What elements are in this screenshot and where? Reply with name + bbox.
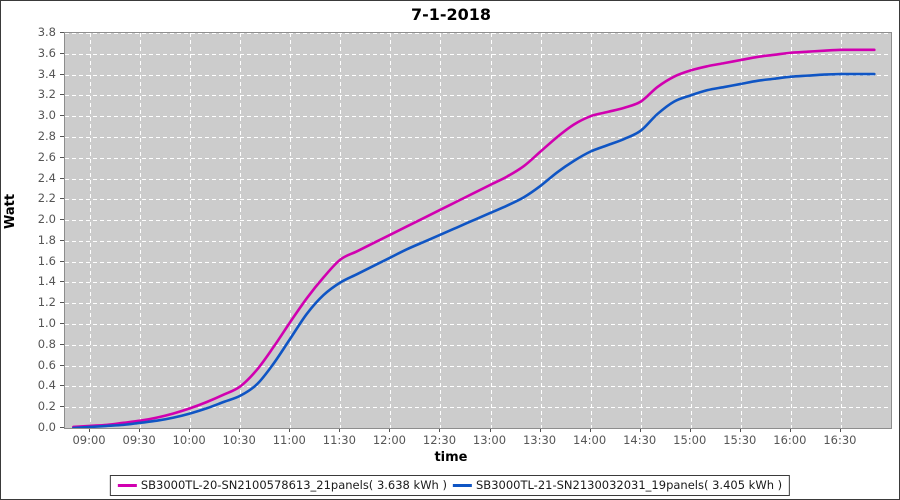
x-tick-label: 11:00	[272, 433, 306, 447]
x-tick-label: 15:00	[673, 433, 707, 447]
y-tick-label: 0.8	[37, 336, 56, 351]
y-tick-mark	[60, 302, 64, 304]
x-tick-mark	[89, 428, 91, 432]
y-tick-label: 1.2	[37, 295, 56, 310]
legend-item-series-1[interactable]: SB3000TL-21-SN2130032031_19panels( 3.405…	[453, 477, 783, 492]
y-tick-mark	[60, 260, 64, 262]
x-tick-label: 11:30	[322, 433, 356, 447]
y-tick-label: 0.0	[37, 420, 56, 434]
x-tick-mark	[789, 428, 791, 432]
legend-line-swatch-series-1	[453, 483, 472, 487]
y-tick-mark	[60, 281, 64, 283]
legend-label-series-0: SB3000TL-20-SN2100578613_21panels( 3.638…	[140, 477, 447, 492]
y-tick-mark	[60, 177, 64, 179]
series-line-0	[72, 48, 876, 428]
y-tick-label: 3.2	[37, 87, 56, 102]
y-tick-mark	[60, 115, 64, 117]
x-tick-mark	[389, 428, 391, 432]
y-tick-mark	[60, 343, 64, 345]
y-tick-label: 3.4	[37, 66, 56, 81]
x-axis-label: time	[434, 450, 468, 465]
x-tick-label: 14:00	[573, 433, 607, 447]
legend: SB3000TL-20-SN2100578613_21panels( 3.638…	[109, 475, 791, 496]
x-tick-mark	[639, 428, 641, 432]
x-tick-label: 14:30	[623, 433, 657, 447]
x-tick-mark	[589, 428, 591, 432]
y-tick-label: 1.0	[37, 316, 56, 331]
y-tick-label: 3.8	[37, 25, 56, 39]
x-tick-label: 16:00	[773, 433, 807, 447]
x-tick-label: 10:30	[222, 433, 256, 447]
y-tick-label: 2.8	[37, 128, 56, 143]
series-line-1	[72, 72, 876, 428]
plot-wrapper	[64, 32, 892, 429]
x-tick-label: 12:30	[422, 433, 457, 447]
x-tick-mark	[339, 428, 341, 432]
x-tick-mark	[189, 428, 191, 432]
y-tick-mark	[60, 73, 64, 75]
x-tick-label: 09:30	[122, 433, 156, 447]
x-tick-label: 16:30	[823, 433, 857, 447]
y-tick-mark	[60, 385, 64, 387]
y-tick-label: 1.6	[37, 253, 56, 268]
x-tick-label: 12:00	[372, 433, 406, 447]
y-tick-mark	[60, 94, 64, 96]
y-tick-mark	[60, 239, 64, 241]
x-tick-mark	[539, 428, 541, 432]
x-tick-label: 13:00	[472, 433, 507, 447]
series-canvas	[65, 33, 891, 428]
legend-label-series-1: SB3000TL-21-SN2130032031_19panels( 3.405…	[476, 477, 783, 492]
legend-line-swatch-series-0	[117, 483, 137, 487]
x-tick-mark	[689, 428, 691, 432]
y-tick-label: 2.0	[37, 212, 56, 227]
y-tick-mark	[60, 135, 64, 137]
y-tick-label: 1.4	[37, 274, 56, 289]
y-tick-label: 1.8	[37, 232, 56, 247]
chart-title: 7-1-2018	[410, 5, 492, 24]
y-tick-mark	[60, 406, 64, 408]
x-tick-mark	[139, 428, 141, 432]
x-tick-mark	[439, 428, 441, 432]
x-tick-label: 10:00	[172, 433, 206, 447]
x-tick-mark	[489, 428, 491, 432]
x-tick-label: 15:30	[723, 433, 757, 447]
y-tick-label: 2.6	[37, 149, 56, 164]
y-tick-mark	[60, 198, 64, 200]
y-tick-label: 3.0	[37, 108, 56, 123]
y-tick-label: 0.4	[37, 378, 56, 393]
x-tick-mark	[239, 428, 241, 432]
x-tick-mark	[839, 428, 841, 432]
y-tick-mark	[60, 427, 64, 428]
y-tick-label: 3.6	[37, 45, 56, 60]
x-tick-label: 09:00	[72, 433, 106, 447]
y-tick-mark	[60, 219, 64, 221]
plot-area	[64, 32, 892, 429]
y-tick-label: 0.6	[37, 357, 56, 372]
y-tick-mark	[60, 364, 64, 366]
y-tick-label: 0.2	[37, 399, 56, 414]
legend-item-series-0[interactable]: SB3000TL-20-SN2100578613_21panels( 3.638…	[117, 477, 447, 492]
x-tick-mark	[739, 428, 741, 432]
y-tick-mark	[60, 32, 64, 33]
y-tick-mark	[60, 323, 64, 325]
y-tick-label: 2.2	[37, 191, 56, 206]
y-tick-mark	[60, 156, 64, 158]
x-tick-label: 13:30	[522, 433, 557, 447]
y-tick-mark	[60, 52, 64, 54]
x-tick-mark	[289, 428, 291, 432]
y-tick-label: 2.4	[37, 170, 56, 185]
